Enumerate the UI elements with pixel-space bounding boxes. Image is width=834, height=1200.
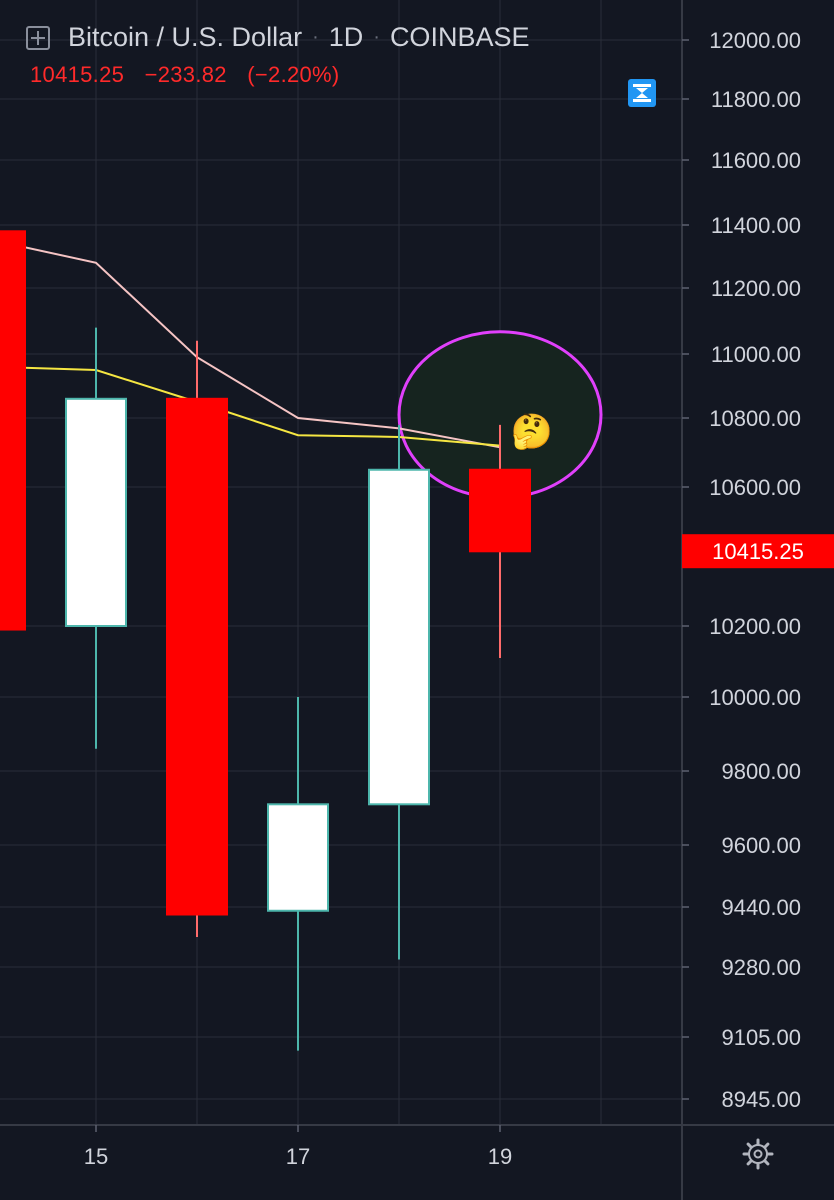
price-axis-label: 9800.00 [721,759,801,784]
price-axis-label: 11200.00 [711,276,801,301]
price-axis-label: 9105.00 [721,1025,801,1050]
candle-body [65,397,127,627]
thinking-face-icon: 🤔 [511,413,553,451]
settings-gear-icon[interactable] [741,1137,775,1171]
chart-header: Bitcoin / U.S. Dollar · 1D · COINBASE [26,22,529,53]
candle-body [267,803,329,912]
price-axis-label: 11800.00 [711,87,801,112]
price-axis-label: 12000.00 [709,28,801,53]
moving-average-line [0,365,501,447]
last-price: 10415.25 [30,62,125,87]
price-axis-label: 10600.00 [709,475,801,500]
candle-body [368,468,430,806]
candle-body [166,397,228,916]
header-separator: · [312,26,319,48]
price-axis-label: 9440.00 [721,895,801,920]
candle-body [0,230,26,631]
last-price-tag [682,534,834,569]
interval-label[interactable]: 1D [328,22,364,52]
time-axis-label: 19 [488,1144,512,1169]
time-axis-label: 15 [84,1144,108,1169]
price-quote: 10415.25 −233.82 (−2.20%) [30,62,340,88]
exchange-label: COINBASE [389,22,530,52]
price-change-percent: (−2.20%) [247,62,340,87]
add-symbol-icon[interactable] [26,25,50,50]
price-axis-label: 9280.00 [721,955,801,980]
last-price-tag-label: 10415.25 [712,539,804,564]
price-axis-label: 10200.00 [709,614,801,639]
price-axis-label: 11600.00 [711,148,801,173]
candle-body [469,468,531,553]
price-axis-label: 8945.00 [721,1087,801,1112]
price-axis-label: 10800.00 [709,406,801,431]
moving-average-line [0,240,501,449]
price-axis-label: 10000.00 [709,685,801,710]
price-axis-label: 11400.00 [711,213,801,238]
collapse-icon[interactable] [628,79,656,107]
header-separator: · [373,26,380,48]
time-axis-label: 17 [286,1144,310,1169]
price-axis-label: 9600.00 [721,833,801,858]
symbol-name[interactable]: Bitcoin / U.S. Dollar [68,22,303,52]
price-change: −233.82 [144,62,227,87]
price-axis-label: 11000.00 [711,342,801,367]
